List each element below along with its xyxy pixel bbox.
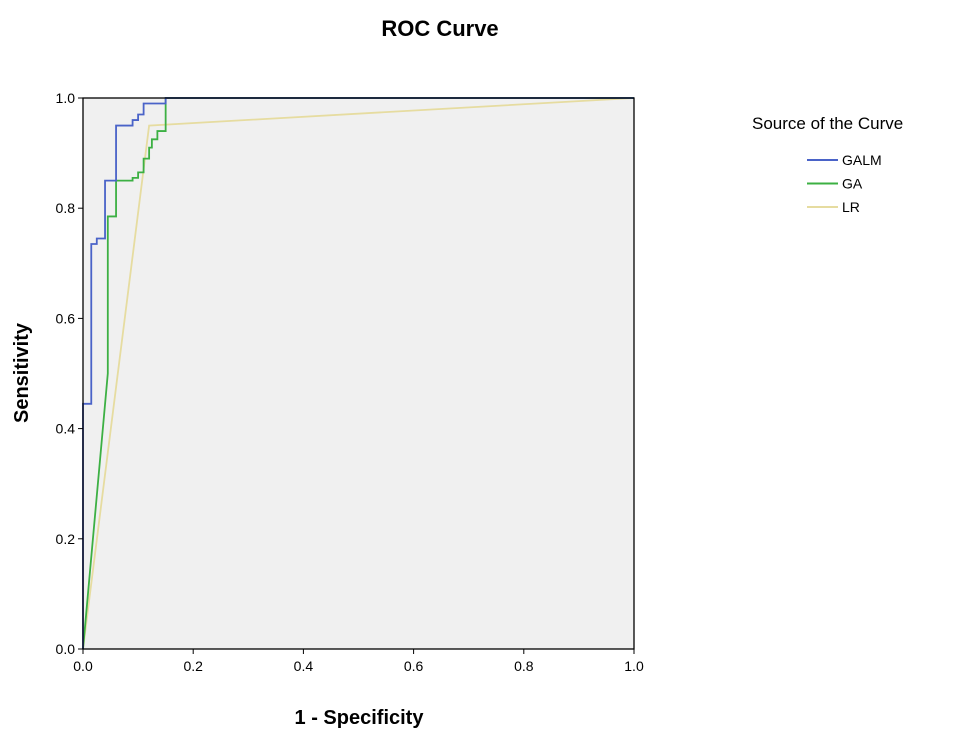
y-tick-label: 0.0	[56, 641, 76, 657]
x-tick-label: 1.0	[624, 658, 644, 674]
y-tick-label: 0.6	[56, 310, 76, 326]
y-tick-label: 0.4	[56, 421, 76, 437]
x-tick-label: 0.4	[294, 658, 314, 674]
x-axis-title: 1 - Specificity	[295, 707, 425, 729]
series-line-lr	[82, 97, 635, 650]
series-line-ga	[82, 97, 634, 650]
x-tick-label: 0.6	[404, 658, 424, 674]
legend-label-galm: GALM	[842, 152, 882, 168]
series-layer	[82, 97, 635, 650]
x-tick-label: 0.0	[73, 658, 93, 674]
legend-label-ga: GA	[842, 176, 863, 192]
y-tick-label: 0.8	[56, 200, 76, 216]
plot-area	[83, 98, 634, 649]
y-tick-label: 1.0	[56, 90, 76, 106]
y-axis-title: Sensitivity	[11, 322, 33, 423]
chart-title: ROC Curve	[381, 16, 498, 41]
legend: Source of the Curve GALM GA LR	[752, 114, 903, 215]
y-tick-label: 0.2	[56, 531, 76, 547]
series-line-galm	[82, 97, 634, 649]
plot-frame	[82, 97, 635, 650]
legend-items: GALM GA LR	[807, 152, 882, 215]
legend-label-lr: LR	[842, 199, 860, 215]
legend-title: Source of the Curve	[752, 114, 903, 133]
x-tick-label: 0.8	[514, 658, 534, 674]
y-axis: 0.0 0.2 0.4 0.6 0.8 1.0	[56, 90, 83, 657]
x-tick-label: 0.2	[183, 658, 203, 674]
x-axis: 0.0 0.2 0.4 0.6 0.8 1.0	[73, 649, 644, 674]
